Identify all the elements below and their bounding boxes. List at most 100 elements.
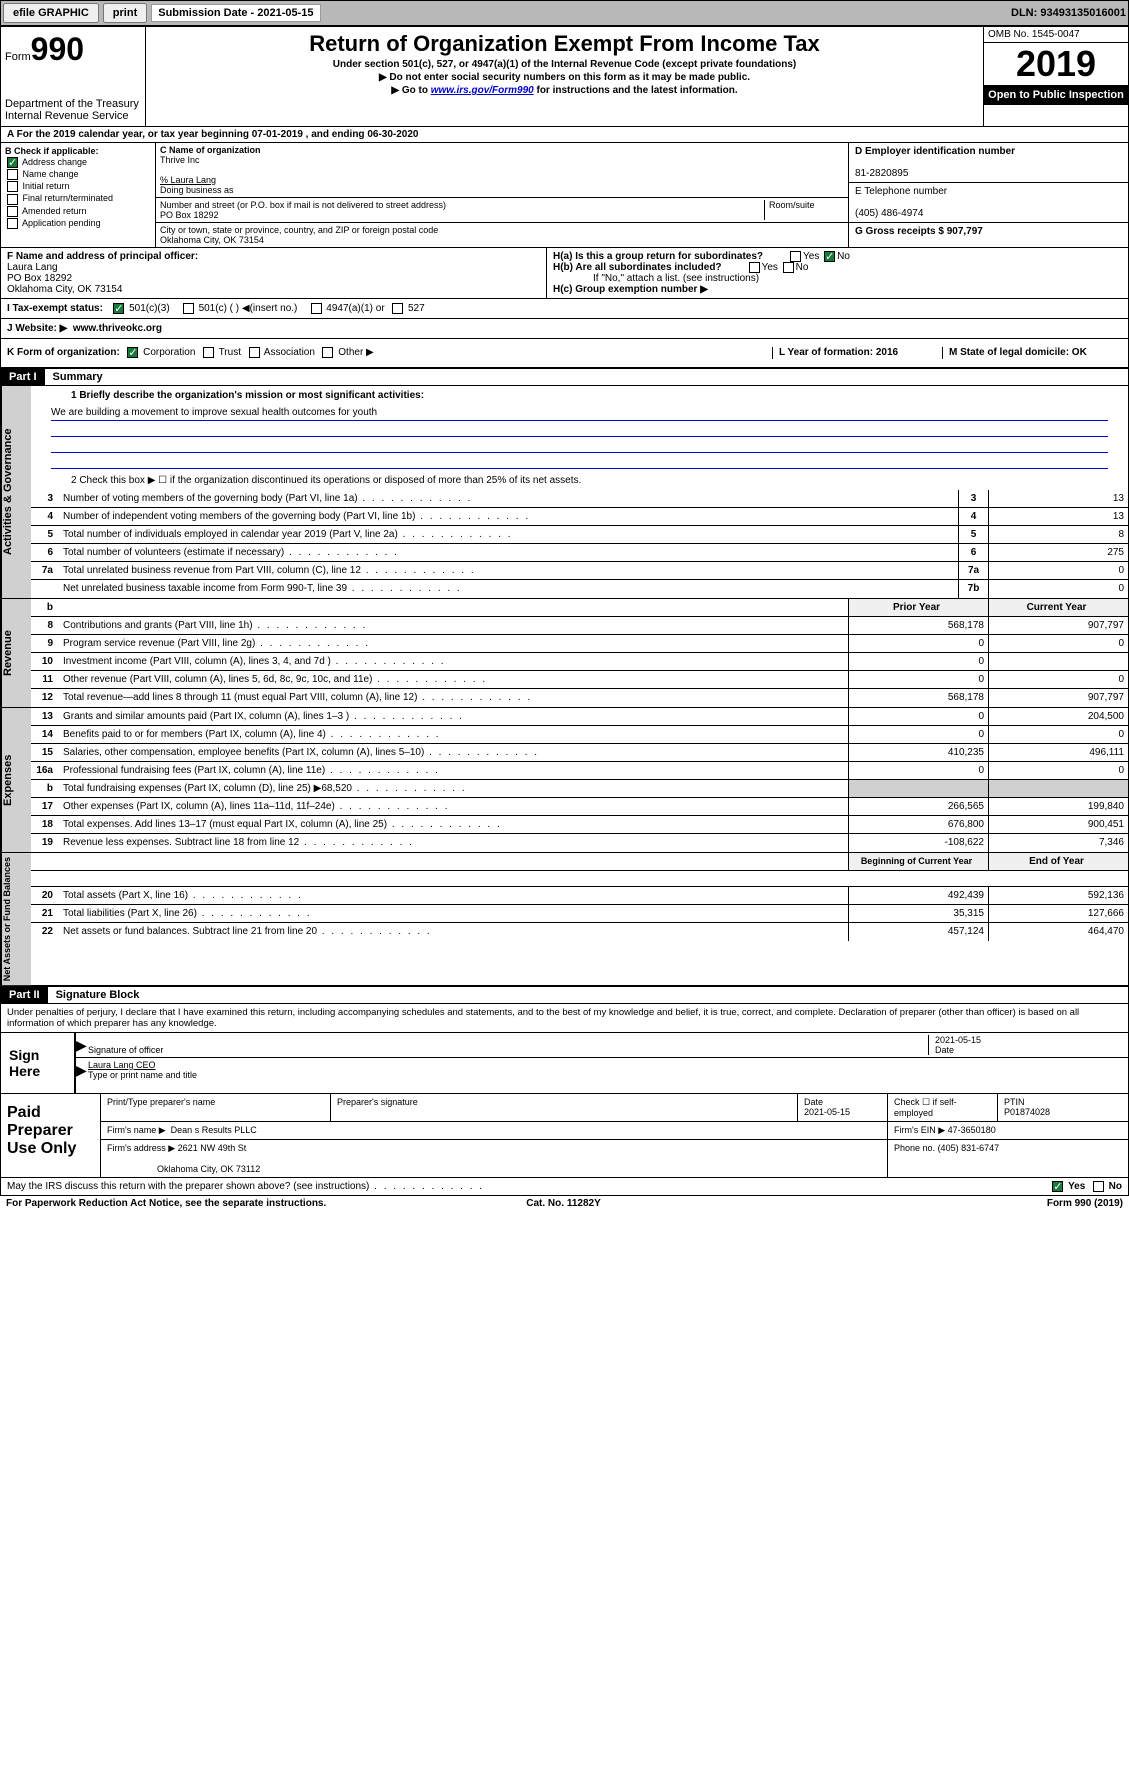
name-change-checkbox[interactable]	[7, 169, 18, 180]
table-row: 3 Number of voting members of the govern…	[31, 490, 1128, 508]
ha-yes[interactable]	[790, 251, 801, 262]
officer-name-line: ▶ Laura Lang CEOType or print name and t…	[76, 1058, 1128, 1082]
k-row: K Form of organization: Corporation Trus…	[0, 339, 1129, 367]
final-return-checkbox[interactable]	[7, 194, 18, 205]
netassets-section: Net Assets or Fund Balances Beginning of…	[0, 853, 1129, 986]
table-row: 11 Other revenue (Part VIII, column (A),…	[31, 671, 1128, 689]
table-row: 8 Contributions and grants (Part VIII, l…	[31, 617, 1128, 635]
dln: DLN: 93493135016001	[1011, 7, 1126, 19]
table-row: 5 Total number of individuals employed i…	[31, 526, 1128, 544]
line-1: 1 Briefly describe the organization's mi…	[31, 386, 1128, 405]
discuss-no[interactable]	[1093, 1181, 1104, 1192]
part2-header: Part II Signature Block	[0, 986, 1129, 1004]
initial-return-checkbox[interactable]	[7, 181, 18, 192]
omb-number: OMB No. 1545-0047	[984, 27, 1128, 43]
ein-cell: D Employer identification number81-28208…	[849, 143, 1128, 183]
pending-checkbox[interactable]	[7, 218, 18, 229]
city-cell: City or town, state or province, country…	[156, 223, 848, 247]
end-year-header: End of Year	[988, 853, 1128, 870]
efile-button[interactable]: efile GRAPHIC	[3, 3, 99, 23]
table-row: 22 Net assets or fund balances. Subtract…	[31, 923, 1128, 941]
table-row: 7a Total unrelated business revenue from…	[31, 562, 1128, 580]
assoc-checkbox[interactable]	[249, 347, 260, 358]
paid-preparer-label: Paid Preparer Use Only	[1, 1094, 101, 1177]
phone-cell: E Telephone number(405) 486-4974	[849, 183, 1128, 223]
table-row: Net unrelated business taxable income fr…	[31, 580, 1128, 598]
self-employed-col: Check ☐ if self-employed	[888, 1094, 998, 1121]
discuss-yes[interactable]	[1052, 1181, 1063, 1192]
501c3-checkbox[interactable]	[113, 303, 124, 314]
paid-preparer-section: Paid Preparer Use Only Print/Type prepar…	[1, 1093, 1128, 1177]
preparer-date-col: Date2021-05-15	[798, 1094, 888, 1121]
website-row: J Website: ▶ www.thriveokc.org	[0, 319, 1129, 339]
revenue-label: Revenue	[1, 599, 31, 707]
table-row: 18 Total expenses. Add lines 13–17 (must…	[31, 816, 1128, 834]
table-row: 17 Other expenses (Part IX, column (A), …	[31, 798, 1128, 816]
signature-section: Under penalties of perjury, I declare th…	[0, 1004, 1129, 1178]
address-cell: Number and street (or P.O. box if mail i…	[156, 198, 848, 223]
submission-date: Submission Date - 2021-05-15	[151, 4, 320, 22]
line-a: A For the 2019 calendar year, or tax yea…	[0, 127, 1129, 143]
firm-phone-row: Phone no. (405) 831-6747	[888, 1140, 1128, 1177]
table-row: 14 Benefits paid to or for members (Part…	[31, 726, 1128, 744]
corp-checkbox[interactable]	[127, 347, 138, 358]
tax-year: 2019	[984, 43, 1128, 85]
irs-link[interactable]: www.irs.gov/Form990	[431, 85, 534, 96]
expenses-label: Expenses	[1, 708, 31, 852]
print-button[interactable]: print	[103, 3, 147, 23]
governance-section: Activities & Governance 1 Briefly descri…	[0, 386, 1129, 599]
firm-address-row: Firm's address ▶ 2621 NW 49th St Oklahom…	[101, 1140, 888, 1177]
expenses-section: Expenses 13 Grants and similar amounts p…	[0, 708, 1129, 853]
tax-status-row: I Tax-exempt status: 501(c)(3) 501(c) ( …	[0, 299, 1129, 319]
table-row: 6 Total number of volunteers (estimate i…	[31, 544, 1128, 562]
table-row: 21 Total liabilities (Part X, line 26) 3…	[31, 905, 1128, 923]
year-header-row: b Prior Year Current Year	[31, 599, 1128, 617]
firm-name-row: Firm's name ▶ Dean s Results PLLC	[101, 1122, 888, 1139]
table-row: 12 Total revenue—add lines 8 through 11 …	[31, 689, 1128, 707]
501c-checkbox[interactable]	[183, 303, 194, 314]
other-checkbox[interactable]	[322, 347, 333, 358]
preparer-sig-col: Preparer's signature	[331, 1094, 798, 1121]
sign-here-label: Sign Here	[1, 1033, 76, 1093]
form-note-1: ▶ Do not enter social security numbers o…	[150, 72, 979, 83]
beginning-year-header: Beginning of Current Year	[848, 853, 988, 870]
hb-no[interactable]	[783, 262, 794, 273]
table-row: 4 Number of independent voting members o…	[31, 508, 1128, 526]
table-row: 19 Revenue less expenses. Subtract line …	[31, 834, 1128, 852]
amended-checkbox[interactable]	[7, 206, 18, 217]
info-block: B Check if applicable: Address change Na…	[0, 143, 1129, 248]
line-2: 2 Check this box ▶ ☐ if the organization…	[31, 471, 1128, 490]
table-row: 13 Grants and similar amounts paid (Part…	[31, 708, 1128, 726]
inspection-badge: Open to Public Inspection	[984, 85, 1128, 105]
table-row: b Total fundraising expenses (Part IX, c…	[31, 780, 1128, 798]
table-row: 16a Professional fundraising fees (Part …	[31, 762, 1128, 780]
ptin-col: PTINP01874028	[998, 1094, 1128, 1121]
form-title: Return of Organization Exempt From Incom…	[150, 31, 979, 57]
top-bar: efile GRAPHIC print Submission Date - 20…	[0, 0, 1129, 26]
4947-checkbox[interactable]	[311, 303, 322, 314]
revenue-section: Revenue b Prior Year Current Year 8 Cont…	[0, 599, 1129, 708]
table-row: 20 Total assets (Part X, line 16) 492,43…	[31, 887, 1128, 905]
officer-signature-line[interactable]: ▶ Signature of officer 2021-05-15Date	[76, 1033, 1128, 1058]
form-number: Form990	[5, 31, 141, 68]
gross-cell: G Gross receipts $ 907,797	[849, 223, 1128, 240]
department: Department of the Treasury Internal Reve…	[5, 98, 141, 122]
part1-header: Part I Summary	[0, 368, 1129, 386]
org-name-cell: C Name of organizationThrive Inc % Laura…	[156, 143, 848, 198]
prior-year-header: Prior Year	[848, 599, 988, 616]
line-b-marker: b	[31, 602, 59, 613]
mission-text: We are building a movement to improve se…	[51, 407, 1108, 421]
table-row: 10 Investment income (Part VIII, column …	[31, 653, 1128, 671]
hb-yes[interactable]	[749, 262, 760, 273]
netassets-label: Net Assets or Fund Balances	[1, 853, 31, 985]
527-checkbox[interactable]	[392, 303, 403, 314]
trust-checkbox[interactable]	[203, 347, 214, 358]
col-b-checkboxes: B Check if applicable: Address change Na…	[1, 143, 156, 247]
form-subtitle: Under section 501(c), 527, or 4947(a)(1)…	[150, 59, 979, 70]
current-year-header: Current Year	[988, 599, 1128, 616]
ha-no[interactable]	[824, 251, 835, 262]
page-footer: For Paperwork Reduction Act Notice, see …	[0, 1196, 1129, 1211]
perjury-text: Under penalties of perjury, I declare th…	[1, 1004, 1128, 1033]
address-change-checkbox[interactable]	[7, 157, 18, 168]
firm-ein-row: Firm's EIN ▶ 47-3650180	[888, 1122, 1128, 1139]
